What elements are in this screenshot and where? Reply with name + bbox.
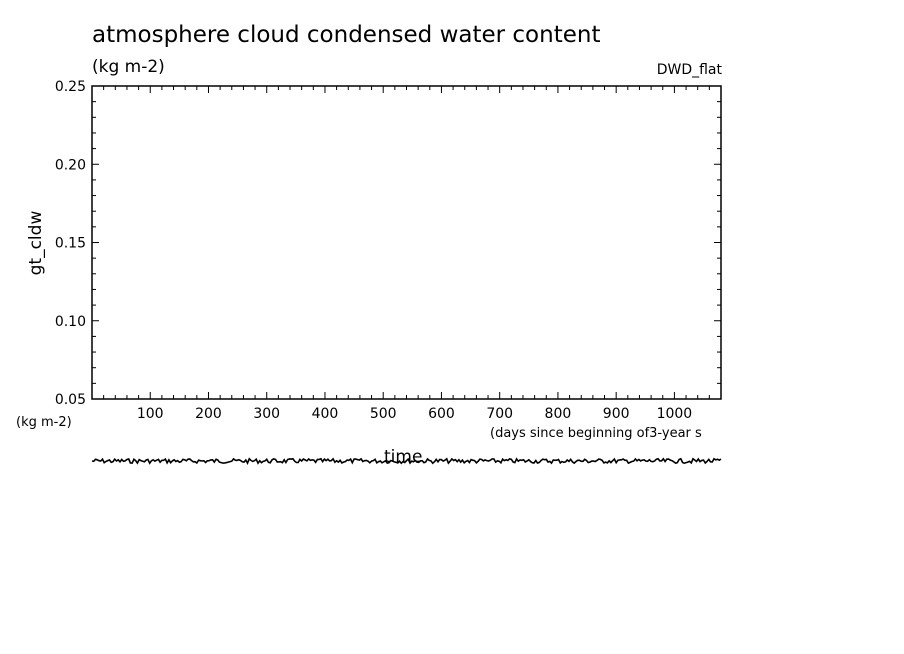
x-tick-label: 400: [312, 406, 339, 422]
x-tick-label: 200: [195, 406, 222, 422]
chart-title: atmosphere cloud condensed water content: [92, 22, 601, 48]
x-tick-label: 800: [545, 406, 572, 422]
x-tick-label: 500: [370, 406, 397, 422]
y-tick-label: 0.10: [55, 314, 86, 330]
plot-frame: [91, 85, 722, 400]
y-tick-labels: 0.05 0.10 0.15 0.20 0.25: [55, 79, 86, 408]
y-tick-label: 0.05: [55, 392, 86, 408]
axis-ticks: [92, 85, 721, 400]
x-tick-label: 1000: [657, 406, 693, 422]
y-tick-label: 0.25: [55, 79, 86, 95]
series-line: [91, 457, 722, 465]
y-axis-units: (kg m-2): [16, 415, 72, 430]
title-units: (kg m-2): [92, 57, 165, 77]
x-tick-label: 100: [137, 406, 164, 422]
x-tick-label: 600: [428, 406, 455, 422]
x-tick-label: 700: [486, 406, 513, 422]
source-tag: DWD_flat: [656, 62, 722, 78]
x-tick-label: 900: [603, 406, 630, 422]
x-tick-label: 300: [253, 406, 280, 422]
x-axis-units: (days since beginning of3-year s: [490, 426, 702, 441]
x-tick-labels: 100 200 300 400 500 600 700 800 900 1000: [137, 406, 692, 422]
y-tick-label: 0.15: [55, 236, 86, 252]
y-tick-label: 0.20: [55, 157, 86, 173]
